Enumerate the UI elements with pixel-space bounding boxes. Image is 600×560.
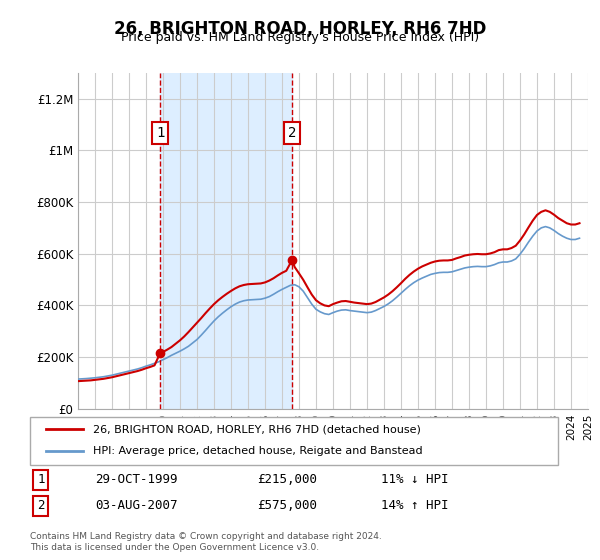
Text: £575,000: £575,000	[257, 500, 317, 512]
Text: HPI: Average price, detached house, Reigate and Banstead: HPI: Average price, detached house, Reig…	[94, 446, 423, 456]
Text: 2: 2	[288, 126, 296, 140]
Text: £215,000: £215,000	[257, 473, 317, 487]
Text: 14% ↑ HPI: 14% ↑ HPI	[381, 500, 449, 512]
Text: 26, BRIGHTON ROAD, HORLEY, RH6 7HD: 26, BRIGHTON ROAD, HORLEY, RH6 7HD	[114, 20, 486, 38]
Text: 29-OCT-1999: 29-OCT-1999	[95, 473, 178, 487]
Text: 1: 1	[156, 126, 164, 140]
Text: 03-AUG-2007: 03-AUG-2007	[95, 500, 178, 512]
Text: 11% ↓ HPI: 11% ↓ HPI	[381, 473, 449, 487]
Text: Price paid vs. HM Land Registry's House Price Index (HPI): Price paid vs. HM Land Registry's House …	[121, 31, 479, 44]
Text: Contains HM Land Registry data © Crown copyright and database right 2024.
This d: Contains HM Land Registry data © Crown c…	[30, 532, 382, 552]
Text: 2: 2	[37, 500, 44, 512]
Text: 1: 1	[37, 473, 44, 487]
Bar	[160, 73, 292, 409]
FancyBboxPatch shape	[30, 417, 558, 465]
Text: 26, BRIGHTON ROAD, HORLEY, RH6 7HD (detached house): 26, BRIGHTON ROAD, HORLEY, RH6 7HD (deta…	[94, 424, 421, 434]
